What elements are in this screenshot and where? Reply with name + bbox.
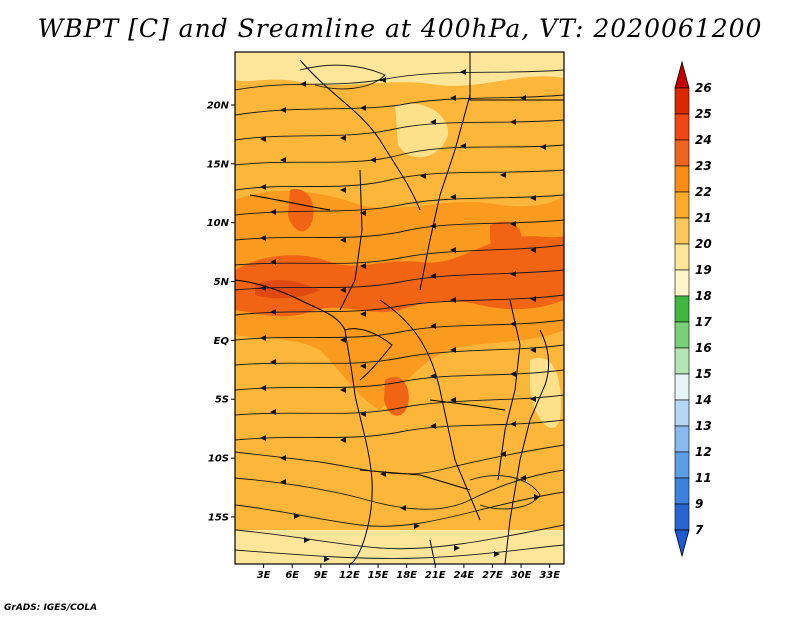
grads-credit: GrADS: IGES/COLA: [4, 603, 98, 613]
streamline-arrows: [260, 69, 546, 562]
field-core-24: [255, 280, 320, 299]
colorbar: 26 25 24 23 22 21 20 19 18 17 16 15 14 13 12 11 9 7: [674, 60, 712, 558]
colorbar-label: 18: [695, 289, 712, 303]
lat-tick-label: 5S: [215, 395, 229, 406]
colorbar-label: 21: [695, 211, 712, 225]
lon-tick-label: 6E: [285, 570, 299, 581]
lon-tick-label: 33E: [539, 570, 560, 581]
colorbar-label: 11: [695, 471, 712, 485]
field-core-23: [235, 236, 564, 317]
lat-tick-label: 10S: [208, 454, 229, 465]
lon-tick-label: 27E: [482, 570, 503, 581]
colorbar-label: 12: [695, 445, 712, 459]
lat-tick-label: 5N: [214, 277, 230, 288]
lon-tick-label: 30E: [511, 570, 532, 581]
colorbar-label: 25: [695, 107, 712, 121]
coastlines: [235, 52, 564, 564]
field-core-23-west: [288, 189, 314, 232]
latitude-axis: 20N 15N 10N 5N EQ 5S 10S 15S: [207, 100, 235, 523]
colorbar-label: 14: [695, 393, 712, 407]
lon-tick-label: 3E: [257, 570, 271, 581]
colorbar-label: 13: [695, 419, 712, 433]
colorbar-label: 23: [695, 159, 712, 173]
colorbar-segment: [674, 295, 690, 323]
lon-tick-label: 21E: [425, 570, 446, 581]
lon-tick-label: 18E: [396, 570, 417, 581]
colorbar-segment: [674, 165, 690, 193]
colorbar-segment: [674, 87, 690, 115]
field-patch-19-north: [235, 52, 564, 86]
colorbar-label: 19: [695, 263, 712, 277]
colorbar-label: 20: [695, 237, 712, 251]
colorbar-segment: [674, 451, 690, 479]
colorbar-segment: [674, 269, 690, 297]
lon-tick-label: 12E: [339, 570, 360, 581]
colorbar-segment: [674, 139, 690, 167]
colorbar-segment: [674, 347, 690, 375]
colorbar-segment: [674, 191, 690, 219]
colorbar-segment: [674, 503, 690, 531]
colorbar-label: 22: [695, 185, 712, 199]
field-patch-19-east: [530, 358, 561, 429]
colorbar-segment: [674, 113, 690, 141]
colorbar-label: 16: [695, 341, 712, 355]
field-patch-19-sahel: [395, 103, 449, 158]
colorbar-segment: [674, 399, 690, 427]
colorbar-segment: [674, 425, 690, 453]
wbpt-field: [235, 52, 564, 564]
colorbar-segment: [674, 243, 690, 271]
colorbar-label: 7: [695, 523, 704, 537]
colorbar-label: 17: [695, 315, 712, 329]
colorbar-top-arrow: [674, 60, 690, 89]
colorbar-segment: [674, 373, 690, 401]
colorbar-segment: [674, 477, 690, 505]
colorbar-label: 9: [695, 497, 703, 511]
field-core-23-east: [490, 221, 522, 257]
lon-tick-label: 9E: [314, 570, 328, 581]
lat-tick-label: EQ: [214, 336, 230, 347]
lat-tick-label: 15S: [208, 512, 229, 523]
streamlines: [235, 64, 564, 559]
colorbar-bottom-arrow: [674, 529, 690, 558]
lat-tick-label: 15N: [207, 159, 230, 170]
map-title: WBPT [C] and Sreamline at 400hPa, VT: 20…: [37, 14, 763, 43]
longitude-axis: 3E 6E 9E 12E 15E 18E 21E 24E 27E 30E 33E: [257, 564, 560, 581]
colorbar-label: 15: [695, 367, 712, 381]
map-frame: [234, 51, 565, 565]
lat-tick-label: 20N: [207, 100, 230, 111]
lon-tick-label: 24E: [453, 570, 474, 581]
colorbar-segment: [674, 217, 690, 245]
lat-tick-label: 10N: [207, 218, 230, 229]
lon-tick-label: 15E: [368, 570, 389, 581]
field-core-23-south: [384, 376, 409, 416]
colorbar-label: 26: [695, 81, 712, 95]
colorbar-segment: [674, 321, 690, 349]
colorbar-label: 24: [695, 133, 712, 147]
